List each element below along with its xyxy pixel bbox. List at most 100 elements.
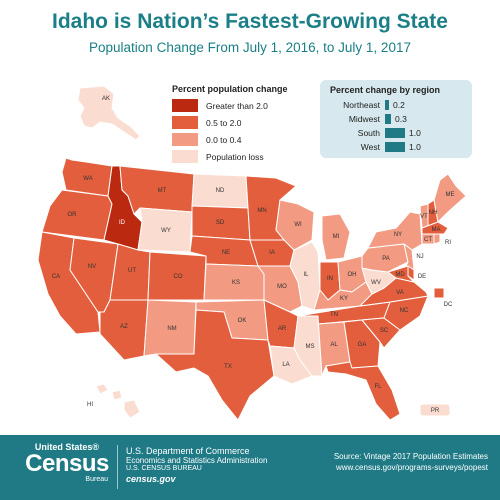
agency-bureau: U.S. CENSUS BUREAU <box>126 465 202 472</box>
state-label-tn: TN <box>330 312 338 318</box>
state-tx <box>155 309 275 421</box>
logo-top-text: United States® <box>34 442 100 452</box>
state-label-ne: NE <box>222 250 230 256</box>
state-label-ca: CA <box>52 274 60 280</box>
state-label-wy: WY <box>161 228 171 234</box>
state-label-id: ID <box>119 220 126 226</box>
state-label-mn: MN <box>257 208 266 214</box>
source-url[interactable]: www.census.gov/programs-surveys/popest <box>335 463 488 472</box>
us-state-map: AK WA OR CA NV ID MT WY UT AZ CO NM ND S… <box>37 85 467 421</box>
state-label-al: AL <box>330 342 338 348</box>
state-label-ms: MS <box>306 344 315 350</box>
region-value: 1.0 <box>409 142 421 152</box>
state-ak <box>77 85 141 141</box>
state-label-mi: MI <box>333 234 340 240</box>
logo-bottom-text: Bureau <box>85 476 108 483</box>
site-link[interactable]: census.gov <box>126 474 176 484</box>
region-row: South 1.0 <box>320 127 421 139</box>
census-logo[interactable]: United States® Census Bureau <box>22 442 112 483</box>
state-label-in: IN <box>327 276 333 282</box>
state-ri <box>433 233 441 245</box>
state-label-nd: ND <box>216 188 225 194</box>
legend-item: Greater than 2.0 <box>172 98 312 113</box>
state-label-pr: PR <box>431 408 440 414</box>
state-label-co: CO <box>174 274 183 280</box>
legend-swatch <box>172 116 198 129</box>
state-ma <box>421 221 449 235</box>
legend-label: Greater than 2.0 <box>206 100 268 111</box>
state-label-ut: UT <box>128 268 136 274</box>
state-label-ky: KY <box>340 296 348 302</box>
map-subtitle: Population Change From July 1, 2016, to … <box>89 40 411 55</box>
region-value: 0.3 <box>395 114 407 124</box>
region-name: West <box>360 142 380 152</box>
region-panel: Percent change by region Northeast 0.2 M… <box>320 80 472 158</box>
legend-item: Population loss <box>172 149 312 164</box>
source-text: Source: Vintage 2017 Population Estimate… <box>333 452 488 461</box>
state-nc <box>383 295 429 331</box>
state-label-mt: MT <box>158 188 167 194</box>
legend-label: Population loss <box>206 151 264 162</box>
state-label-de: DE <box>418 274 426 280</box>
state-label-ma: MA <box>432 227 441 233</box>
region-row: West 1.0 <box>320 141 421 153</box>
state-label-wa: WA <box>83 176 92 182</box>
legend-swatch <box>172 133 198 146</box>
state-dc <box>433 287 445 299</box>
legend-label: 0.0 to 0.4 <box>206 134 242 145</box>
state-wi <box>275 199 315 251</box>
state-label-fl: FL <box>374 384 382 390</box>
state-fl <box>325 361 401 421</box>
agency-department: U.S. Department of Commerce <box>126 446 250 456</box>
state-hi <box>95 383 141 419</box>
state-label-ks: KS <box>232 280 240 286</box>
state-label-ar: AR <box>278 326 287 332</box>
agency-administration: Economics and Statistics Administration <box>126 456 268 465</box>
state-label-dc: DC <box>444 302 453 308</box>
state-label-sc: SC <box>380 328 389 334</box>
region-bar <box>385 142 405 152</box>
state-sc <box>361 317 401 349</box>
state-label-mo: MO <box>277 284 287 290</box>
state-label-ct: CT <box>424 237 432 243</box>
state-label-nc: NC <box>400 308 409 314</box>
state-or <box>41 189 113 241</box>
state-label-me: ME <box>446 192 455 198</box>
state-label-nj: NJ <box>416 254 423 260</box>
state-label-va: VA <box>396 290 404 296</box>
state-label-ak: AK <box>102 96 110 102</box>
map-title: Idaho is Nation’s Fastest-Growing State <box>52 10 448 33</box>
state-label-sd: SD <box>216 220 225 226</box>
footer-divider <box>117 445 118 489</box>
state-label-ok: OK <box>238 318 247 324</box>
source-block: Source: Vintage 2017 Population Estimate… <box>334 451 488 473</box>
state-label-ia: IA <box>269 250 275 256</box>
state-label-ga: GA <box>358 342 367 348</box>
state-label-ri: RI <box>445 240 451 246</box>
legend-label: 0.5 to 2.0 <box>206 117 242 128</box>
region-bar <box>385 100 389 110</box>
legend-swatch <box>172 150 198 163</box>
region-name: South <box>357 128 380 138</box>
state-ny <box>367 211 423 251</box>
region-row: Northeast 0.2 <box>320 99 405 111</box>
region-name: Midwest <box>348 114 380 124</box>
logo-main-text: Census <box>25 450 109 477</box>
state-label-az: AZ <box>120 324 128 330</box>
state-me <box>433 173 467 223</box>
region-value: 1.0 <box>409 128 421 138</box>
legend-item: 0.0 to 0.4 <box>172 132 312 147</box>
agency-block: U.S. Department of Commerce Economics an… <box>126 446 267 484</box>
region-name: Northeast <box>343 100 380 110</box>
state-az <box>99 299 149 361</box>
state-label-or: OR <box>68 212 78 218</box>
region-row: Midwest 0.3 <box>320 113 407 125</box>
state-pr <box>419 403 451 417</box>
state-label-nh: NH <box>429 210 438 216</box>
state-label-wv: WV <box>371 280 381 286</box>
state-label-tx: TX <box>224 364 232 370</box>
legend-item: 0.5 to 2.0 <box>172 115 312 130</box>
legend-swatch <box>172 99 198 112</box>
legend-title: Percent population change <box>172 84 288 94</box>
region-bar <box>385 114 391 124</box>
